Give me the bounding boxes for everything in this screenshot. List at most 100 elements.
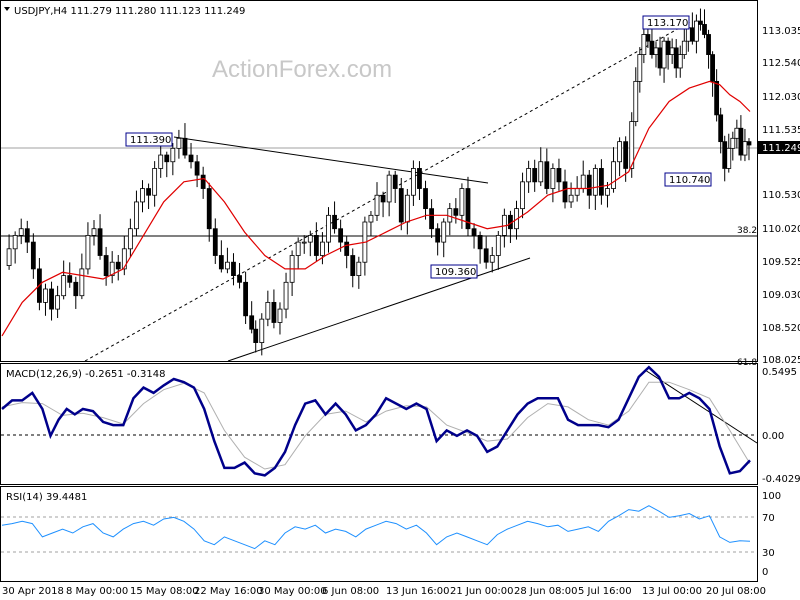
candle-body — [30, 241, 36, 270]
candle-body — [574, 188, 580, 196]
candle-body — [212, 228, 218, 256]
candle-body — [97, 228, 103, 256]
candle-body — [380, 194, 386, 203]
rsi-header: RSI(14) 39.4481 — [6, 492, 87, 503]
candle-body — [218, 255, 224, 270]
price-axis: 113.035 112.540 112.030 111.535 111.249 … — [758, 26, 800, 366]
candle-body — [685, 27, 691, 42]
price-tick: 110.020 — [762, 224, 800, 235]
candle-body — [726, 147, 732, 169]
candle-body — [283, 281, 289, 310]
candle-body — [637, 54, 643, 82]
candle-body — [718, 114, 724, 143]
candle-body — [586, 174, 592, 196]
rsi-panel-frame — [0, 486, 758, 582]
candle-body — [146, 188, 151, 196]
candle-body — [121, 248, 127, 270]
candle-body — [49, 288, 54, 310]
candle-body — [677, 54, 683, 69]
macd-axis: 0.5495 0.00 -0.4029 — [762, 367, 800, 485]
candle-body — [641, 34, 647, 55]
candle-body — [532, 168, 538, 183]
candle-body — [231, 261, 236, 277]
candle-body — [237, 275, 242, 283]
candle-body — [61, 275, 67, 297]
candle-body — [43, 288, 48, 303]
candle-body — [734, 127, 740, 139]
candle-body — [477, 235, 483, 250]
macd-panel-frame — [0, 363, 758, 485]
candle-body — [182, 137, 188, 156]
current-price-label: 111.249 — [762, 143, 800, 154]
candle-body — [694, 20, 699, 42]
triangle-lower-trendline — [227, 257, 531, 362]
price-tick: 110.530 — [762, 190, 800, 201]
annotation-111390: 111.390 — [125, 132, 173, 147]
candle-body — [12, 235, 18, 250]
candle-body — [661, 40, 667, 69]
candle-body — [170, 147, 176, 163]
candle-body — [599, 168, 604, 196]
candle-body — [649, 40, 655, 55]
candle-body — [435, 228, 441, 243]
candle-body — [164, 154, 170, 163]
candle-body — [243, 281, 249, 317]
time-tick: 20 Jul 08:00 — [706, 586, 766, 597]
candle-body — [681, 40, 687, 55]
candle-body — [374, 194, 380, 216]
candle-body — [200, 174, 206, 189]
candle-body — [623, 141, 629, 169]
candle-body — [471, 228, 477, 236]
candle-body — [742, 141, 748, 156]
candle-body — [301, 241, 307, 244]
candle-body — [271, 301, 277, 323]
candle-body — [115, 261, 121, 270]
svg-text:110.740: 110.740 — [669, 175, 710, 186]
candle-body — [356, 261, 362, 277]
candle-body — [489, 255, 495, 263]
candle-body — [645, 34, 651, 42]
candle-body — [746, 141, 752, 146]
time-tick: 22 May 16:00 — [194, 586, 263, 597]
rsi-tick: 70 — [762, 513, 775, 524]
candle-body — [67, 275, 73, 283]
price-tick: 108.520 — [762, 323, 800, 334]
macd-tick: -0.4029 — [762, 474, 800, 485]
candle-body — [18, 228, 24, 236]
candle-body — [307, 235, 313, 243]
candle-body — [653, 47, 659, 55]
candle-body — [176, 137, 182, 149]
candle-body — [538, 161, 544, 183]
candle-body — [483, 248, 489, 263]
rsi-tick: 30 — [762, 548, 775, 559]
collapse-arrow-icon[interactable] — [4, 7, 10, 11]
candle-body — [544, 161, 550, 189]
fib-38-label: 38.2 — [737, 226, 757, 236]
candle-body — [103, 255, 109, 277]
candle-body — [556, 168, 562, 183]
candle-body — [592, 168, 598, 196]
svg-text:113.170: 113.170 — [647, 18, 688, 29]
macd-header: MACD(12,26,9) -0.2651 -0.3148 — [6, 369, 166, 380]
candle-body — [429, 208, 434, 230]
time-tick: 28 Jun 08:00 — [514, 586, 578, 597]
candle-body — [326, 214, 331, 243]
candle-body — [79, 268, 85, 297]
candle-body — [423, 188, 428, 210]
candle-body — [441, 221, 447, 243]
candle-body — [265, 301, 271, 320]
candle-body — [85, 235, 91, 270]
candle-body — [580, 174, 586, 189]
candle-body — [722, 141, 728, 169]
candle-body — [188, 154, 194, 163]
time-axis: 30 Apr 2018 8 May 00:00 15 May 08:00 22 … — [2, 586, 766, 597]
candle-body — [392, 174, 398, 189]
candle-body — [350, 255, 356, 277]
candle-body — [495, 235, 501, 256]
candle-body — [24, 228, 30, 243]
candle-body — [611, 161, 616, 189]
candle-body — [714, 80, 720, 116]
rsi-axis: 100 70 30 0 — [762, 491, 781, 578]
current-price-badge — [758, 141, 800, 154]
